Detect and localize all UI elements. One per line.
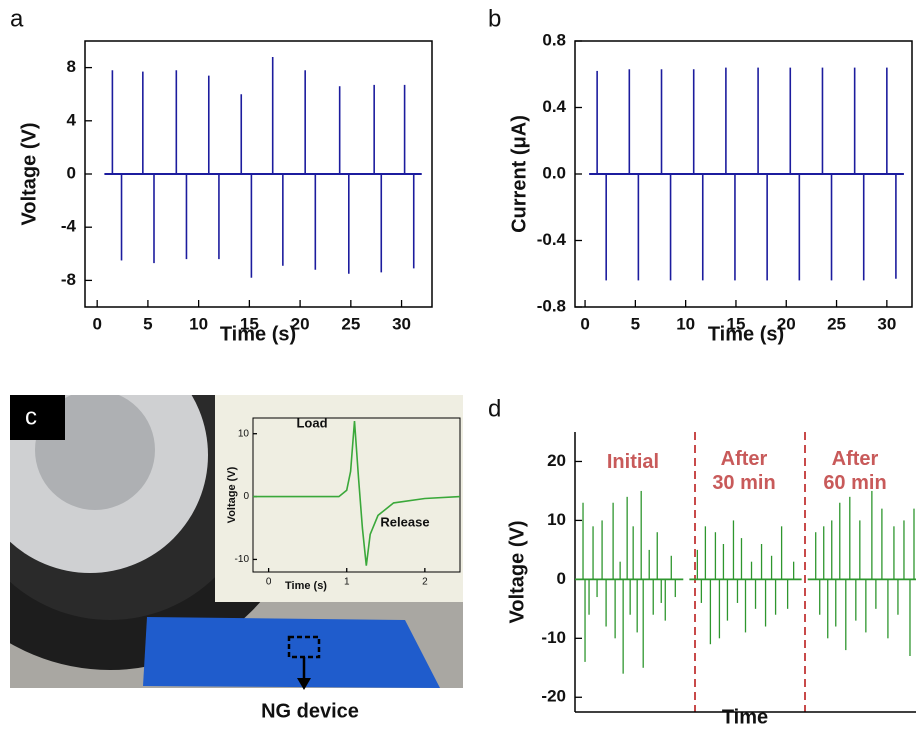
x-tick-label: 1	[344, 577, 350, 588]
x-tick-label: 2	[422, 577, 428, 588]
annotation: Load	[296, 415, 327, 430]
y-tick-label: -10	[541, 628, 566, 647]
voltage-line	[253, 421, 461, 566]
x-tick-label: 10	[189, 314, 208, 333]
y-tick-label: -20	[541, 687, 566, 706]
photo	[10, 395, 463, 688]
y-tick-label: 10	[547, 510, 566, 529]
panel-label: b	[488, 5, 501, 32]
x-tick-label: 10	[676, 314, 695, 333]
annotation: After 30 min	[712, 448, 775, 494]
y-tick-label: -10	[235, 554, 250, 565]
y-tick-label: 0.4	[542, 97, 566, 116]
y-tick-label: 8	[67, 57, 76, 76]
x-tick-label: 0	[580, 314, 589, 333]
plot-area	[253, 421, 461, 566]
y-axis-title: Current (μA)	[508, 115, 530, 233]
x-tick-label: 30	[392, 314, 411, 333]
x-axis-title: Time (s)	[285, 580, 327, 592]
x-tick-label: 20	[291, 314, 310, 333]
x-tick-label: 0	[266, 577, 272, 588]
panel-label: c	[25, 403, 37, 430]
x-tick-label: 25	[341, 314, 360, 333]
annotation: Release	[380, 514, 429, 529]
y-tick-label: 0.0	[542, 163, 566, 182]
y-tick-label: 0	[243, 491, 249, 502]
y-tick-label: 0	[67, 163, 76, 182]
y-axis-title: Voltage (V)	[226, 466, 238, 523]
x-tick-label: 30	[877, 314, 896, 333]
plot-area	[575, 490, 916, 674]
y-tick-label: -0.4	[537, 230, 567, 249]
plot-area	[589, 67, 904, 281]
plot-frame	[252, 417, 461, 573]
x-axis-title: Time (s)	[708, 323, 784, 345]
panel-label-box	[10, 395, 65, 440]
device-label: NG device	[261, 700, 359, 722]
plot-area	[104, 56, 422, 278]
y-axis-title: Voltage (V)	[506, 521, 528, 624]
y-tick-label: 10	[238, 428, 250, 439]
annotation: Initial	[607, 451, 659, 473]
y-tick-label: -4	[61, 217, 77, 236]
y-tick-label: 0.8	[542, 30, 566, 49]
x-tick-label: 5	[143, 314, 152, 333]
panel-label: d	[488, 395, 501, 422]
panel-label: a	[10, 5, 24, 32]
y-tick-label: -8	[61, 270, 76, 289]
x-tick-label: 20	[777, 314, 796, 333]
x-tick-label: 15	[240, 314, 259, 333]
y-tick-label: 20	[547, 451, 566, 470]
annotation: After 60 min	[823, 448, 886, 494]
x-tick-label: 15	[726, 314, 745, 333]
x-axis-title: Time (s)	[220, 323, 296, 345]
y-tick-label: 4	[67, 110, 77, 129]
y-tick-label: 0	[557, 569, 566, 588]
y-axis-title: Voltage (V)	[18, 123, 40, 226]
x-axis-title: Time	[722, 706, 768, 728]
x-tick-label: 25	[827, 314, 846, 333]
x-tick-label: 0	[92, 314, 101, 333]
x-tick-label: 5	[631, 314, 640, 333]
arrow-head	[297, 678, 311, 690]
y-tick-label: -0.8	[537, 296, 566, 315]
